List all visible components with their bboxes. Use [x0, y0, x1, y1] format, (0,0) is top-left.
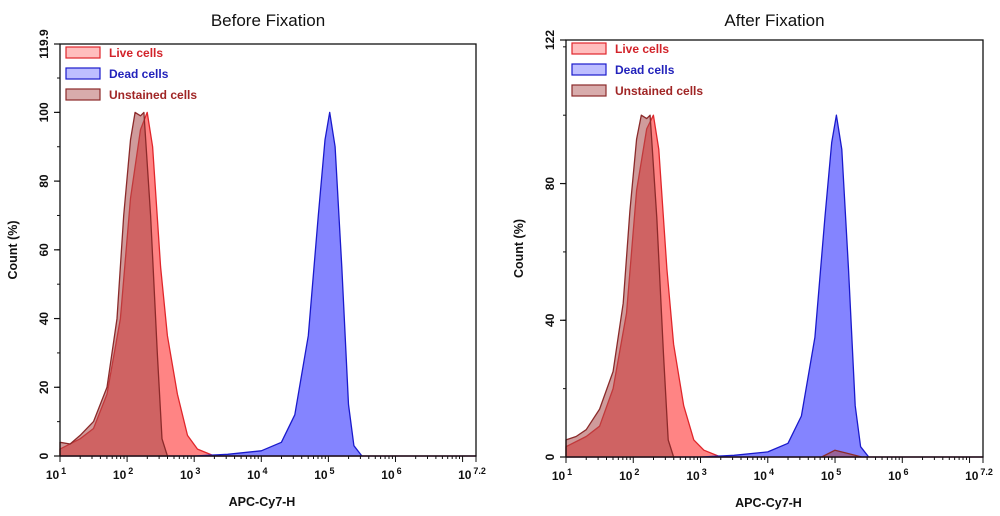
x-tick-label: 10 5 [314, 466, 334, 482]
y-tick-label: 119.9 [37, 29, 51, 59]
y-tick-label: 122 [543, 30, 557, 50]
y-axis-label: Count (%) [6, 220, 20, 279]
y-axis-label: Count (%) [512, 219, 526, 278]
x-axis-label: APC-Cy7-H [229, 495, 296, 509]
legend-label: Unstained cells [615, 84, 703, 98]
panel-1: Before Fixation 0 20 40 60 80 100 119.9 10 1 10 2 10… [6, 11, 486, 509]
x-tick-label: 10 7.2 [458, 466, 486, 482]
legend-swatch [65, 46, 101, 59]
legend-swatch [571, 63, 607, 76]
legend-swatch [571, 42, 607, 55]
y-tick-label: 0 [37, 452, 51, 459]
y-tick-label: 80 [543, 177, 557, 191]
x-tick-label: 10 3 [180, 466, 200, 482]
x-tick-label: 10 7.2 [965, 467, 993, 483]
y-tick-label: 20 [37, 380, 51, 394]
x-tick-label: 10 4 [754, 467, 774, 483]
legend: Live cells Dead cells Unstained cells [65, 46, 197, 102]
legend-swatch [65, 67, 101, 80]
series-area-dead-cells [565, 114, 984, 458]
x-tick-label: 10 6 [888, 467, 908, 483]
y-tick-label: 0 [543, 453, 557, 460]
y-tick-label: 40 [543, 313, 557, 327]
legend-label: Dead cells [109, 67, 169, 81]
plot-frame [565, 39, 984, 458]
chart-title: After Fixation [724, 11, 824, 30]
legend-label: Live cells [109, 46, 163, 60]
legend-label: Dead cells [615, 63, 675, 77]
x-tick-label: 10 2 [113, 466, 133, 482]
y-tick-label: 60 [37, 243, 51, 257]
y-tick-label: 40 [37, 312, 51, 326]
legend: Live cells Dead cells Unstained cells [571, 42, 703, 98]
legend-swatch [65, 88, 101, 101]
x-tick-label: 10 6 [381, 466, 401, 482]
chart-title: Before Fixation [211, 11, 325, 30]
x-tick-label: 10 4 [247, 466, 267, 482]
legend-swatch [571, 84, 607, 97]
x-axis-label: APC-Cy7-H [735, 496, 802, 510]
x-tick-label: 10 1 [46, 466, 66, 482]
legend-label: Live cells [615, 42, 669, 56]
y-tick-label: 100 [37, 102, 51, 122]
series-area-unstained-cells [59, 111, 477, 457]
series-area-unstained-cells [565, 114, 984, 458]
panel-2: After Fixation 0 40 80 122 10 1 10 2 10 3 10 4 10 5 10 6… [512, 11, 993, 510]
x-tick-label: 10 1 [552, 467, 572, 483]
y-tick-label: 80 [37, 174, 51, 188]
x-tick-label: 10 5 [821, 467, 841, 483]
series-area-dead-cells [59, 111, 477, 457]
x-tick-label: 10 2 [619, 467, 639, 483]
legend-label: Unstained cells [109, 88, 197, 102]
x-tick-label: 10 3 [686, 467, 706, 483]
